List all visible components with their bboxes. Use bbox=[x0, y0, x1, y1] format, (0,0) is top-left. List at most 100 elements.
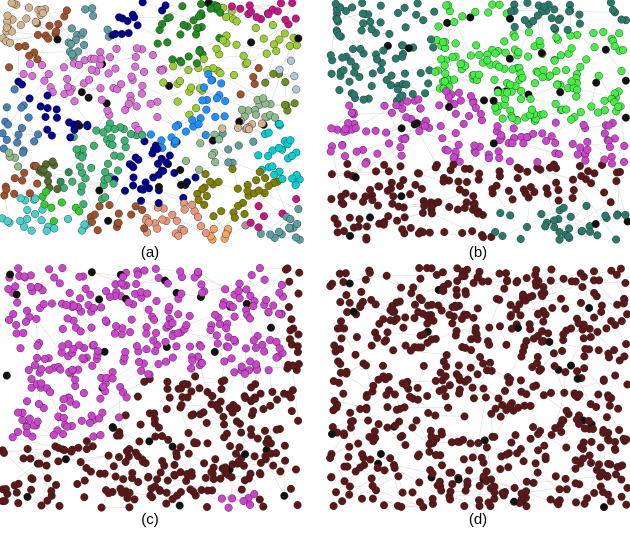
node bbox=[18, 124, 26, 132]
node bbox=[25, 114, 33, 122]
node bbox=[163, 500, 171, 508]
node bbox=[394, 502, 402, 510]
node bbox=[592, 79, 600, 87]
node bbox=[587, 333, 595, 341]
node bbox=[83, 437, 91, 445]
node bbox=[567, 362, 575, 370]
node bbox=[594, 109, 602, 117]
node bbox=[294, 348, 302, 356]
node bbox=[519, 74, 527, 82]
node bbox=[24, 493, 32, 501]
node bbox=[213, 403, 221, 411]
node bbox=[443, 19, 451, 27]
node bbox=[555, 16, 563, 24]
node bbox=[597, 483, 605, 491]
node bbox=[95, 415, 103, 423]
node bbox=[454, 206, 462, 214]
node bbox=[595, 461, 603, 469]
node bbox=[25, 366, 33, 374]
node bbox=[3, 186, 11, 194]
node bbox=[67, 134, 75, 142]
node bbox=[397, 284, 405, 292]
node bbox=[449, 320, 457, 328]
node bbox=[78, 88, 86, 96]
node bbox=[122, 412, 130, 420]
node bbox=[88, 324, 96, 332]
node bbox=[81, 221, 89, 229]
node bbox=[276, 36, 284, 44]
node bbox=[394, 86, 402, 94]
node bbox=[415, 451, 423, 459]
node bbox=[458, 315, 466, 323]
node bbox=[457, 60, 465, 68]
node bbox=[448, 439, 456, 447]
node bbox=[491, 228, 499, 236]
node bbox=[597, 308, 605, 316]
node bbox=[75, 61, 83, 69]
node bbox=[387, 317, 395, 325]
node bbox=[191, 438, 199, 446]
node bbox=[612, 471, 620, 479]
node bbox=[83, 464, 91, 472]
node bbox=[440, 385, 448, 393]
node bbox=[547, 496, 555, 504]
node bbox=[538, 49, 546, 57]
node bbox=[576, 144, 584, 152]
node bbox=[234, 124, 242, 132]
node bbox=[517, 95, 525, 103]
node bbox=[3, 24, 11, 32]
node bbox=[272, 47, 280, 55]
node bbox=[23, 398, 31, 406]
node bbox=[527, 435, 535, 443]
node bbox=[265, 308, 273, 316]
node bbox=[185, 429, 193, 437]
node bbox=[233, 18, 241, 26]
node bbox=[343, 291, 351, 299]
node bbox=[332, 488, 340, 496]
node bbox=[208, 468, 216, 476]
node bbox=[524, 168, 532, 176]
node bbox=[580, 439, 588, 447]
node bbox=[562, 66, 570, 74]
node bbox=[345, 491, 353, 499]
node bbox=[509, 196, 517, 204]
node bbox=[573, 86, 581, 94]
node bbox=[134, 271, 142, 279]
node bbox=[358, 27, 366, 35]
node bbox=[108, 134, 116, 142]
node bbox=[145, 185, 153, 193]
node bbox=[177, 59, 185, 67]
node bbox=[557, 52, 565, 60]
node bbox=[618, 462, 626, 470]
node bbox=[518, 353, 526, 361]
node bbox=[576, 11, 584, 19]
node bbox=[517, 377, 525, 385]
node bbox=[31, 195, 39, 203]
node bbox=[88, 5, 96, 13]
node bbox=[582, 157, 590, 165]
node bbox=[397, 163, 405, 171]
node bbox=[188, 412, 196, 420]
node bbox=[292, 15, 300, 23]
node bbox=[602, 46, 610, 54]
node bbox=[588, 103, 596, 111]
node bbox=[420, 331, 428, 339]
node bbox=[164, 436, 172, 444]
node bbox=[586, 228, 594, 236]
node bbox=[23, 215, 31, 223]
node bbox=[600, 503, 608, 511]
node bbox=[394, 9, 402, 17]
node bbox=[560, 204, 568, 212]
node bbox=[192, 174, 200, 182]
node bbox=[362, 193, 370, 201]
node bbox=[182, 477, 190, 485]
node bbox=[86, 419, 94, 427]
edge bbox=[230, 439, 258, 447]
node bbox=[412, 181, 420, 189]
node bbox=[43, 450, 51, 458]
node bbox=[46, 388, 54, 396]
node bbox=[155, 199, 163, 207]
node bbox=[585, 417, 593, 425]
node bbox=[420, 503, 428, 511]
node bbox=[330, 502, 338, 510]
